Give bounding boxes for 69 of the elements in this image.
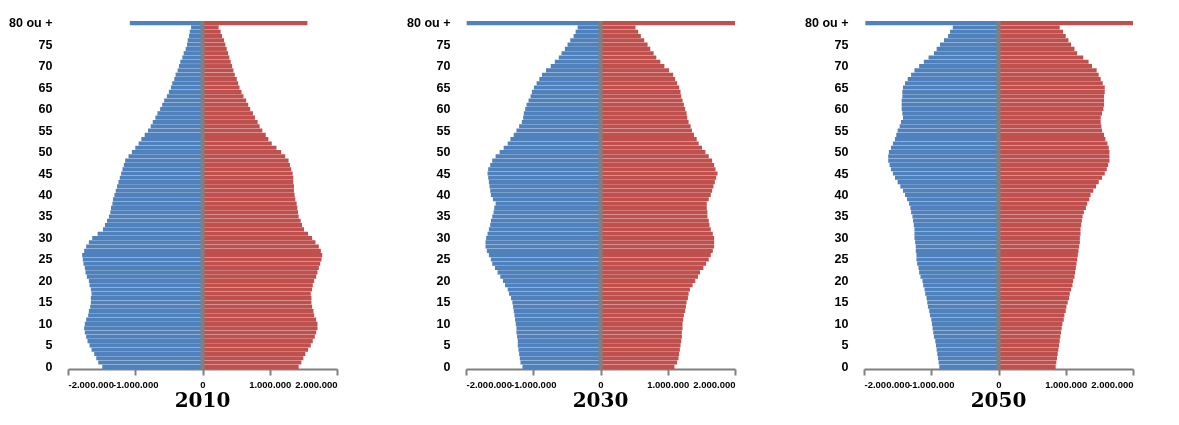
y-tick-label: 10 <box>38 316 53 331</box>
y-tick-label: 65 <box>834 80 849 95</box>
text: 2050 <box>970 387 1027 412</box>
y-tick-label: 30 <box>834 230 849 245</box>
x-tick-label: 0 <box>200 378 206 390</box>
y-tick-label: 20 <box>834 273 849 288</box>
y-tick-label: 35 <box>38 209 53 224</box>
y-tick-label: 65 <box>436 80 451 95</box>
x-tick-label: -2.000.000 <box>864 378 910 390</box>
y-tick-label: 70 <box>38 59 53 74</box>
x-tick-label: 2.000.000 <box>1091 378 1134 390</box>
y-tick-label: 50 <box>436 145 451 160</box>
y-tick-label: 40 <box>38 188 53 202</box>
y-tick-label: 55 <box>834 123 849 138</box>
y-tick-label: 50 <box>834 145 849 160</box>
y-tick-label: 45 <box>436 166 451 181</box>
y-tick-label: 80 ou + <box>407 16 451 31</box>
x-tick-label: 1.000.000 <box>249 378 292 390</box>
x-tick-label: 0 <box>598 378 604 390</box>
y-tick-label: 50 <box>38 145 53 160</box>
y-tick-label: 75 <box>38 37 53 52</box>
x-tick-label: 2.000.000 <box>693 378 736 390</box>
y-tick-label: 35 <box>436 209 451 224</box>
y-tick-label: 15 <box>436 295 451 310</box>
y-tick-label: 80 ou + <box>9 16 53 31</box>
text: 2030 <box>572 387 629 412</box>
y-tick-label: 45 <box>38 166 53 181</box>
text: 2010 <box>174 387 231 412</box>
y-tick-label: 60 <box>436 102 451 117</box>
x-tick-label: 1.000.000 <box>647 378 690 390</box>
y-tick-label: 25 <box>38 252 53 267</box>
x-tick-label: -1.000.000 <box>113 378 159 390</box>
x-tick-label: 2.000.000 <box>295 378 338 390</box>
y-tick-label: 25 <box>436 252 451 267</box>
x-tick-label: 1.000.000 <box>1045 378 1088 390</box>
y-tick-label: 0 <box>45 359 53 374</box>
y-tick-label: 80 ou + <box>805 16 849 31</box>
y-tick-label: 75 <box>436 37 451 52</box>
y-tick-label: 15 <box>834 295 849 310</box>
y-tick-label: 30 <box>38 230 53 245</box>
y-tick-label: 75 <box>834 37 849 52</box>
y-tick-label: 65 <box>38 80 53 95</box>
y-tick-label: 70 <box>436 59 451 74</box>
y-tick-label: 55 <box>38 123 53 138</box>
y-tick-label: 30 <box>436 230 451 245</box>
x-tick-label: 0 <box>996 378 1002 390</box>
y-tick-label: 55 <box>436 123 451 138</box>
y-tick-label: 45 <box>834 166 849 181</box>
y-tick-label: 25 <box>834 252 849 267</box>
y-tick-label: 60 <box>38 102 53 117</box>
y-tick-label: 15 <box>38 295 53 310</box>
y-tick-label: 20 <box>436 273 451 288</box>
y-tick-label: 0 <box>443 359 451 374</box>
y-tick-label: 10 <box>834 316 849 331</box>
x-tick-label: -1.000.000 <box>909 378 955 390</box>
y-tick-label: 40 <box>834 188 849 202</box>
y-tick-label: 35 <box>834 209 849 224</box>
y-tick-label: 5 <box>45 338 53 353</box>
y-tick-label: 10 <box>436 316 451 331</box>
x-tick-label: -1.000.000 <box>511 378 557 390</box>
y-tick-label: 5 <box>443 338 451 353</box>
x-tick-label: -2.000.000 <box>466 378 512 390</box>
y-tick-label: 60 <box>834 102 849 117</box>
y-tick-label: 5 <box>841 338 849 353</box>
y-tick-label: 70 <box>834 59 849 74</box>
y-tick-label: 20 <box>38 273 53 288</box>
y-tick-label: 0 <box>841 359 849 374</box>
x-tick-label: -2.000.000 <box>68 378 114 390</box>
y-tick-label: 40 <box>436 188 451 202</box>
